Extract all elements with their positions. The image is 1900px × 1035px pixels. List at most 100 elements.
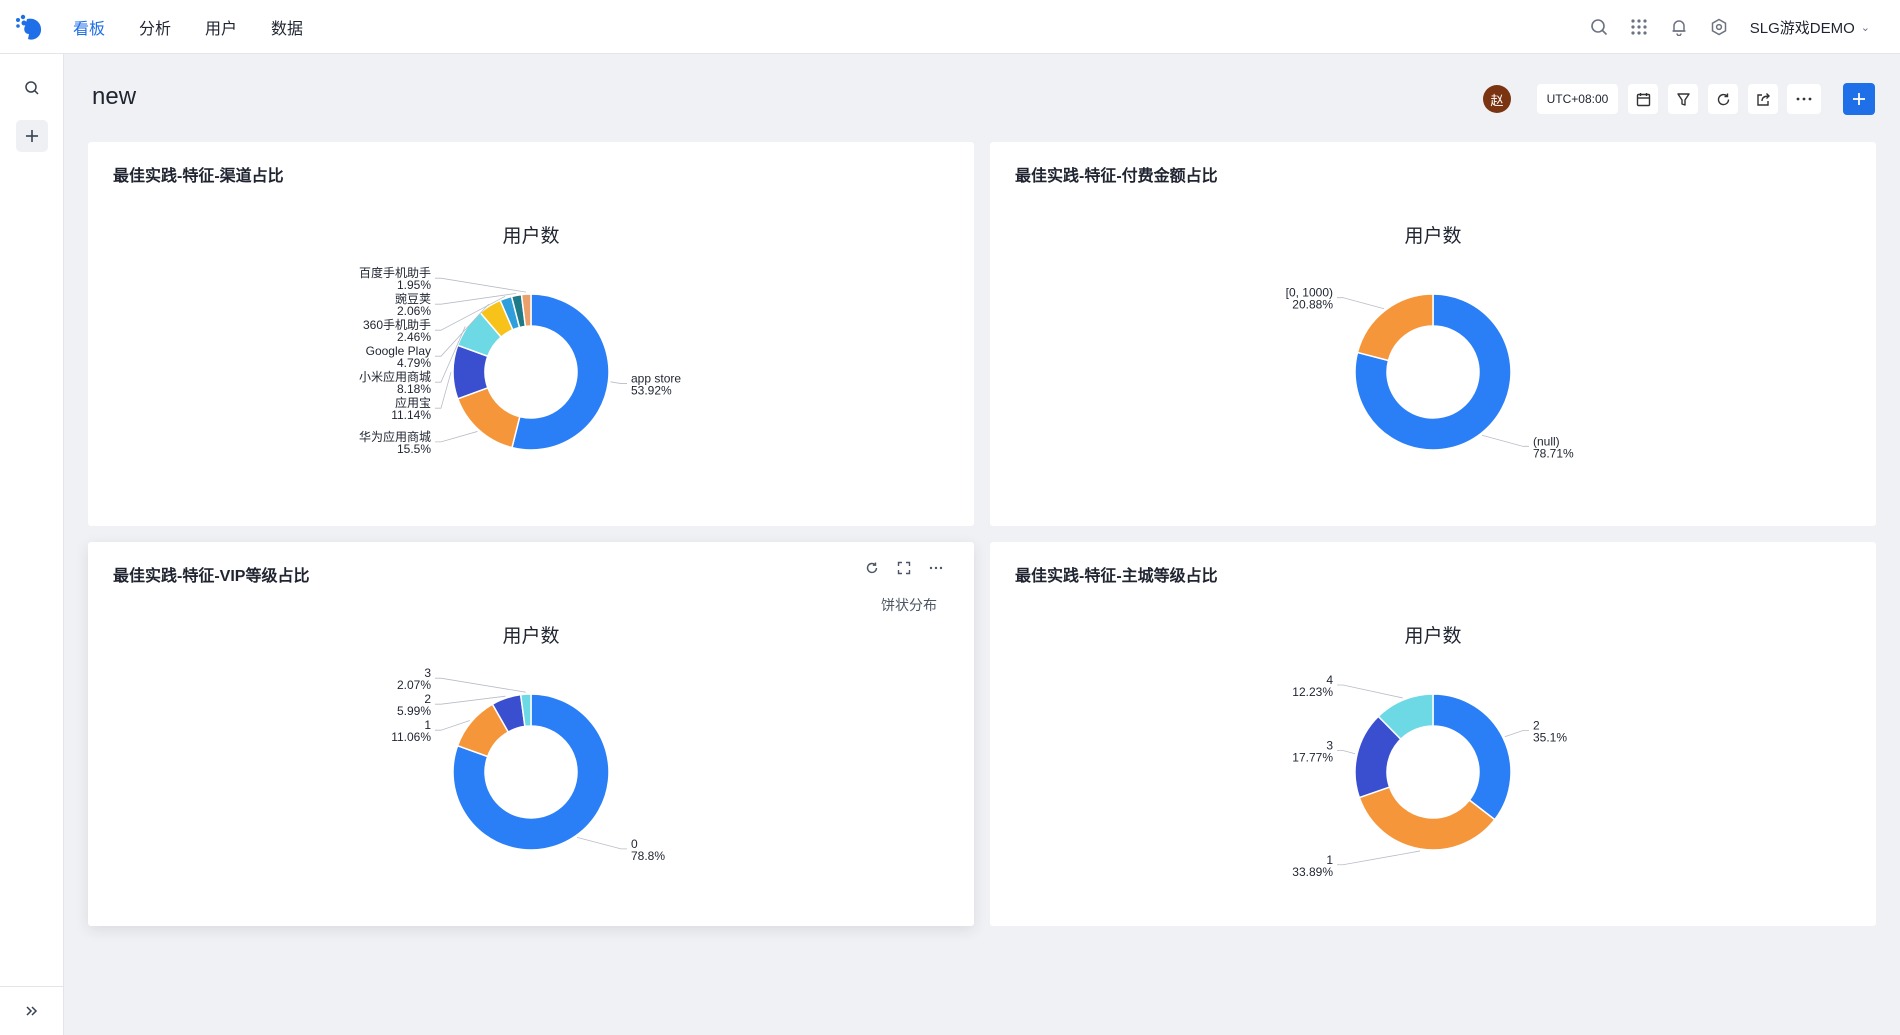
donut-slice[interactable] — [511, 293, 610, 451]
label-leader-line — [435, 720, 470, 731]
card-refresh-icon[interactable] — [864, 560, 880, 576]
sidebar-expand-icon[interactable] — [0, 986, 63, 1035]
nav-item-dashboard[interactable]: 看板 — [73, 21, 106, 38]
slice-label-percent: 11.06% — [391, 730, 431, 744]
label-leader-line — [435, 677, 526, 693]
slice-label-name: 百度手机助手 — [359, 265, 431, 280]
slice-label-percent: 5.99% — [397, 704, 431, 718]
chart-card-vip[interactable]: 最佳实践-特征-VIP等级占比 饼状分布 用户数 0 78.8% 3 2.07% 2 5.9… — [88, 542, 974, 926]
label-leader-line — [576, 837, 627, 850]
top-bar: 看板 分析 用户 数据 SLG游戏DEMO ⌄ — [0, 0, 1900, 54]
timezone-button[interactable]: UTC+08:00 — [1537, 84, 1618, 114]
slice-label-name: 小米应用商城 — [359, 369, 431, 384]
chart-title: 用户数 — [502, 625, 559, 647]
fullscreen-icon[interactable] — [896, 560, 912, 576]
slice-label-percent: 78.71% — [1533, 446, 1574, 460]
donut-slice[interactable] — [519, 693, 532, 728]
label-leader-line — [435, 695, 506, 705]
refresh-icon[interactable] — [1708, 84, 1738, 114]
slice-label-percent: 2.46% — [397, 330, 431, 344]
slice-label-name: 0 — [631, 837, 638, 851]
label-leader-line — [435, 293, 517, 305]
slice-label-name: 华为应用商城 — [359, 429, 431, 444]
project-selector[interactable]: SLG游戏DEMO ⌄ — [1750, 17, 1870, 38]
add-widget-button[interactable] — [1843, 83, 1875, 115]
donut-chart: 用户数 (null)78.71% [0, 1000)20.88% — [1286, 225, 1574, 460]
chart-title: 用户数 — [1404, 625, 1461, 647]
sidebar-search-icon[interactable] — [16, 72, 48, 104]
settings-icon[interactable] — [1708, 16, 1730, 38]
apps-grid-icon[interactable] — [1628, 16, 1650, 38]
slice-label-percent: 53.92% — [631, 384, 672, 398]
slice-label-percent: 20.88% — [1292, 298, 1333, 312]
nav-item-users[interactable]: 用户 — [205, 21, 238, 38]
slice-label-name: 360手机助手 — [363, 318, 431, 332]
donut-slice[interactable] — [1358, 786, 1496, 851]
card-title: 最佳实践-特征-主城等级占比 — [1015, 568, 1218, 585]
slice-label-name: 3 — [1326, 739, 1333, 753]
sidebar-add-icon[interactable] — [16, 120, 48, 152]
slice-label-name: Google Play — [366, 344, 431, 358]
top-right-tools: SLG游戏DEMO ⌄ — [1570, 0, 1870, 54]
donut-slice[interactable] — [1377, 693, 1434, 741]
slice-label-name: 豌豆荚 — [395, 291, 431, 306]
label-leader-line — [435, 431, 478, 443]
donut-chart: 用户数 235.1% 412.23% 317.77% 133.89% — [1292, 625, 1567, 879]
donut-slice[interactable] — [452, 693, 610, 851]
label-leader-line — [1337, 850, 1421, 866]
slice-label-percent: 33.89% — [1292, 865, 1333, 879]
slice-label-percent: 11.14% — [391, 408, 431, 422]
donut-slice[interactable] — [520, 293, 532, 328]
chart-card-channel[interactable]: 最佳实践-特征-渠道占比 用户数 app store 53.92% 百度手机助手 1.9… — [88, 142, 974, 526]
filter-icon[interactable] — [1668, 84, 1698, 114]
card-title: 最佳实践-特征-VIP等级占比 — [113, 568, 310, 585]
label-leader-line — [1481, 434, 1529, 447]
slice-label-percent: 8.18% — [397, 382, 431, 396]
slice-label-percent: 17.77% — [1292, 751, 1333, 765]
chart-card-payment[interactable]: 最佳实践-特征-付费金额占比 用户数 (null) 78.71% [0, 1000) 2… — [990, 142, 1876, 526]
slice-label-name: 1 — [424, 718, 431, 732]
card-more-icon[interactable] — [928, 560, 944, 576]
nav-item-analysis[interactable]: 分析 — [139, 21, 172, 38]
donut-chart: 用户数 078.8% 32.07%25.99%111.06% — [391, 625, 665, 863]
slice-label-percent: 15.5% — [397, 442, 431, 456]
share-icon[interactable] — [1748, 84, 1778, 114]
label-leader-line — [435, 326, 466, 383]
main-nav: 看板 分析 用户 数据 — [56, 0, 320, 54]
chevron-down-icon: ⌄ — [1860, 21, 1870, 34]
nav-item-data[interactable]: 数据 — [271, 21, 304, 38]
slice-label-name: 3 — [424, 666, 431, 680]
slice-label-name: (null) — [1533, 434, 1560, 448]
more-options-icon[interactable] — [1787, 84, 1821, 114]
slice-label-percent: 1.95% — [397, 278, 431, 292]
card-title: 最佳实践-特征-付费金额占比 — [1015, 168, 1218, 185]
app-logo[interactable] — [14, 14, 44, 42]
slice-label-name: 4 — [1326, 673, 1333, 687]
slice-label-name: 2 — [1533, 719, 1540, 733]
chart-title: 用户数 — [502, 225, 559, 247]
chart-title: 用户数 — [1404, 225, 1461, 247]
project-name: SLG游戏DEMO — [1749, 19, 1855, 37]
chart-card-city-level[interactable]: 最佳实践-特征-主城等级占比 用户数 2 35.1% 4 12.23% 3 17.77% 1 3… — [990, 542, 1876, 926]
chart-type-switch[interactable]: 饼状分布 — [881, 597, 937, 613]
bell-icon[interactable] — [1668, 16, 1690, 38]
donut-slice[interactable] — [1432, 693, 1512, 821]
donut-slice[interactable] — [1356, 293, 1434, 362]
label-leader-line — [435, 371, 452, 409]
search-icon[interactable] — [1588, 16, 1610, 38]
slice-label-percent: 4.79% — [397, 356, 431, 370]
label-leader-line — [435, 295, 506, 331]
slice-label-percent: 2.06% — [397, 304, 431, 318]
label-leader-line — [435, 277, 527, 293]
calendar-icon[interactable] — [1628, 84, 1658, 114]
donut-slice[interactable] — [1354, 293, 1512, 451]
slice-label-name: app store — [631, 372, 681, 386]
card-toolbar — [848, 560, 944, 576]
sidebar — [0, 54, 64, 1035]
label-leader-line — [1337, 684, 1403, 699]
donut-slice[interactable] — [456, 386, 521, 449]
avatar[interactable]: 赵 — [1483, 85, 1511, 113]
label-leader-line — [1504, 730, 1529, 738]
card-title: 最佳实践-特征-渠道占比 — [113, 168, 284, 185]
